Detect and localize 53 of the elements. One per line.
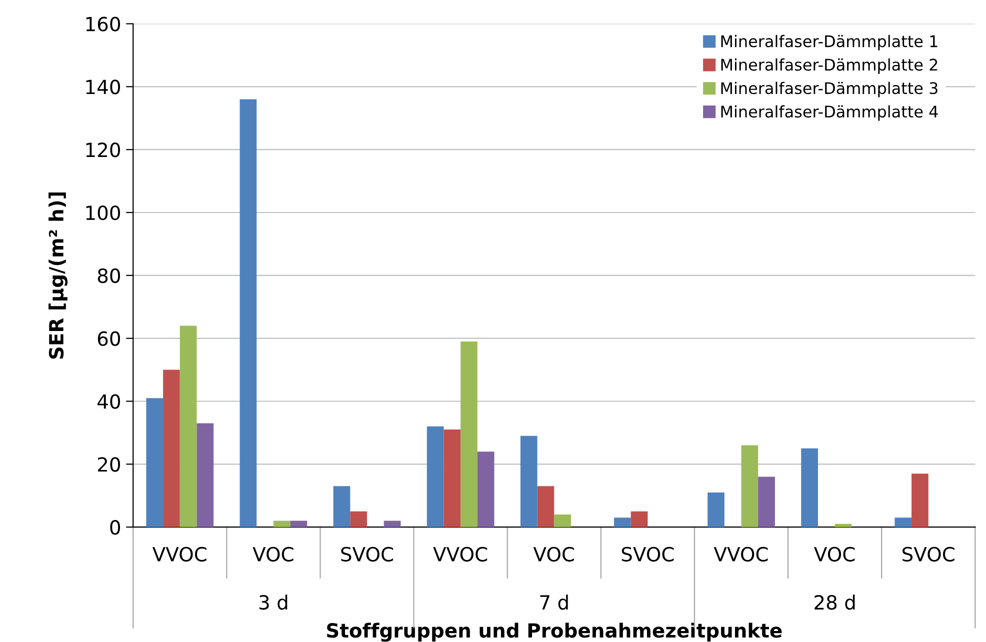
bar [444,430,461,528]
x-tick-label: VOC [252,546,294,562]
x-axis-title: Stoffgruppen und Probenahmezeitpunkte [327,622,782,642]
y-tick-label: 0 [110,520,120,535]
y-tick-label: 60 [98,331,120,346]
bar [708,492,724,528]
y-tick-label: 80 [98,268,120,284]
bar [630,511,648,528]
x-tick-label: VOC [533,546,574,562]
y-tick-label: 140 [86,80,120,94]
x-tick-label: SVOC [341,546,394,562]
bar [384,520,401,528]
bar [554,514,571,528]
bar [146,398,164,528]
bar [196,423,214,528]
bar [912,474,928,528]
y-tick-label: 120 [86,142,120,158]
x-tick-label: VVOC [433,546,488,562]
bar [758,476,775,528]
bar [333,486,350,528]
y-tick-label: 20 [98,457,120,472]
x-tick-label: VVOC [714,546,768,562]
x-tick-label: SVOC [902,546,954,562]
bar [477,452,494,528]
y-tick-label: 100 [86,205,120,220]
bar [741,445,758,528]
y-tick-label: 40 [98,394,120,409]
y-tick-label: 160 [86,16,120,32]
bar [537,486,554,528]
bar [801,448,818,528]
bar [834,524,852,528]
x-tick-label: VVOC [152,546,206,562]
bar [350,511,368,528]
text: 28 d [814,594,855,610]
bar [273,520,290,528]
bar [163,370,180,528]
bar [180,326,197,528]
legend-label: Mineralfaser-Dämmplatte 3 [721,82,938,98]
legend-label: Mineralfaser-Dämmplatte 2 [721,58,938,74]
bar [426,426,444,528]
x-tick-label: SVOC [622,546,674,562]
legend-label: Mineralfaser-Dämmplatte 1 [721,34,938,50]
y-axis-title: SER [µg/(m² h)] [48,192,68,359]
bar [240,99,257,528]
text: 7 d [540,594,568,610]
bar [290,520,308,528]
bar [614,518,631,528]
bar [460,341,478,528]
x-tick-label: VOC [814,546,855,562]
legend-label: Mineralfaser-Dämmplatte 4 [721,105,938,121]
bar [520,436,538,528]
bar [894,518,912,528]
text: 3 d [259,594,288,610]
